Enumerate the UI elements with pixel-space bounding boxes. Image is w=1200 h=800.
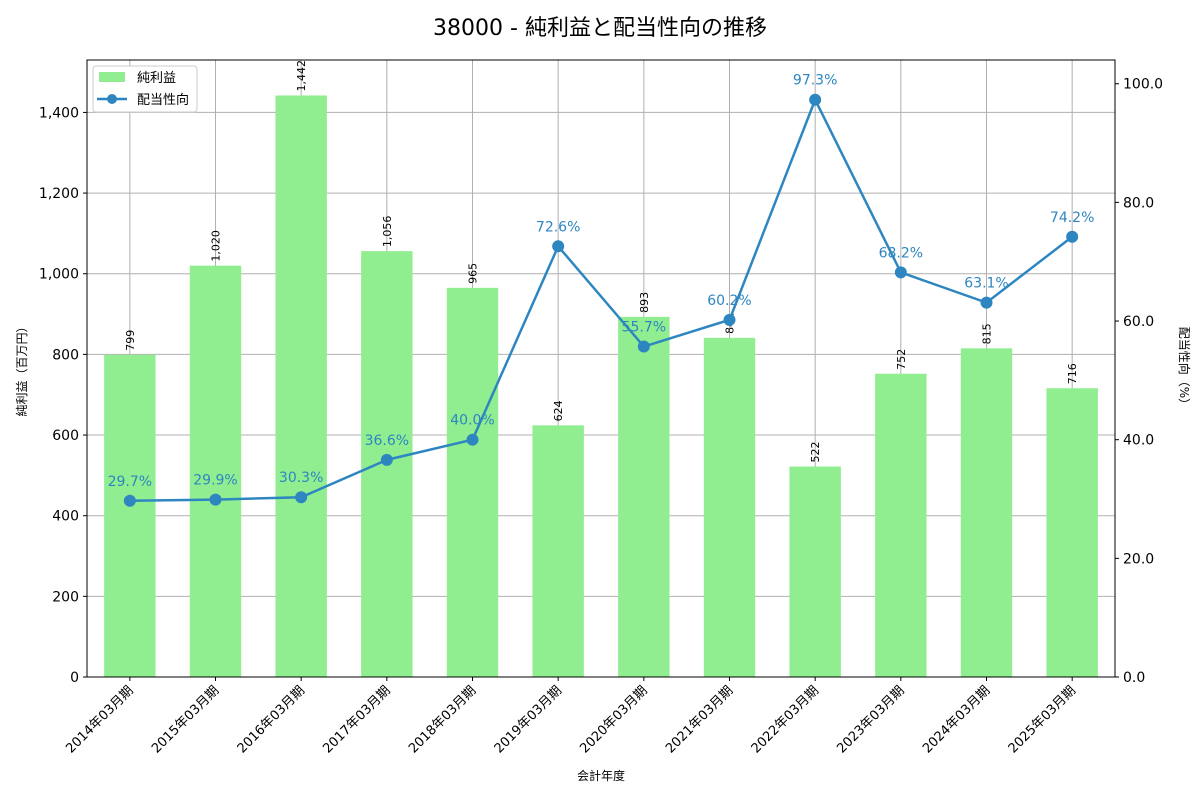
legend-label-net-income: 純利益 (137, 71, 176, 86)
payout-marker (123, 494, 136, 507)
bar-value-label: 1,020 (210, 230, 223, 262)
y-tick-label: 400 (52, 509, 79, 525)
bar-value-label: 815 (981, 323, 994, 344)
bar-value-label: 1,056 (381, 216, 394, 248)
bar (532, 425, 584, 677)
y-tick-label: 800 (52, 347, 79, 363)
bar (275, 95, 327, 678)
payout-value-label: 29.7% (108, 474, 152, 490)
bar (703, 337, 756, 677)
payout-value-label: 40.0% (450, 413, 494, 429)
y-tick-label: 1,000 (39, 267, 79, 283)
y-tick-label: 600 (52, 428, 79, 444)
x-tick-label: 2023年03月期 (834, 683, 907, 756)
payout-marker (380, 453, 393, 466)
bar (618, 316, 670, 677)
bar-value-label: 965 (467, 263, 480, 284)
payout-value-label: 30.3% (279, 470, 323, 486)
chart-title: 38000 - 純利益と配当性向の推移 (433, 16, 767, 41)
payout-marker (809, 93, 822, 106)
payout-marker (637, 340, 650, 353)
y-axis-label: 純利益（百万円） (15, 320, 29, 416)
x-tick-label: 2021年03月期 (663, 683, 736, 756)
y2-tick-label: 0.0 (1123, 670, 1145, 686)
legend-marker (107, 94, 117, 104)
payout-value-label: 63.1% (964, 276, 1008, 292)
x-tick-label: 2020年03月期 (577, 683, 650, 756)
payout-value-label: 60.2% (707, 293, 751, 309)
bar (446, 287, 499, 677)
x-tick-label: 2018年03月期 (406, 683, 479, 756)
y-tick-label: 200 (52, 589, 79, 605)
x-tick-label: 2016年03月期 (235, 683, 308, 756)
payout-line (129, 96, 1073, 503)
payout-marker (209, 493, 222, 506)
x-tick-label: 2022年03月期 (749, 683, 822, 756)
x-tick-label: 2024年03月期 (920, 683, 993, 756)
bar-value-label: 1,442 (295, 60, 308, 92)
payout-value-label: 36.6% (365, 433, 409, 449)
legend-label-payout: 配当性向 (137, 92, 189, 108)
payout-value-label: 72.6% (536, 219, 580, 235)
x-tick-label: 2019年03月期 (492, 683, 565, 756)
payout-marker (552, 240, 565, 253)
y-tick-label: 1,200 (39, 186, 79, 202)
bar-value-label: 893 (638, 292, 651, 313)
x-tick-label: 2025年03月期 (1006, 683, 1079, 756)
y2-tick-label: 60.0 (1123, 314, 1154, 330)
payout-marker (295, 491, 308, 504)
y2-tick-label: 40.0 (1123, 433, 1154, 449)
payout-marker (1066, 230, 1079, 243)
x-tick-label: 2014年03月期 (63, 683, 136, 756)
y-tick-label: 0 (70, 670, 79, 686)
payout-value-label: 97.3% (793, 73, 837, 89)
x-tick-label: 2015年03月期 (149, 683, 222, 756)
payout-value-label: 68.2% (879, 245, 923, 261)
y2-tick-label: 80.0 (1123, 195, 1154, 211)
payout-value-label: 74.2% (1050, 210, 1094, 226)
payout-marker (894, 266, 907, 279)
x-tick-label: 2017年03月期 (320, 683, 393, 756)
y2-axis-label: 配当性向（%） (1177, 327, 1192, 410)
y2-tick-label: 20.0 (1123, 551, 1154, 567)
legend-bar-swatch (99, 72, 125, 82)
bar (189, 265, 242, 677)
bar (1046, 388, 1098, 677)
bar-value-label: 716 (1066, 363, 1079, 384)
payout-value-label: 55.7% (622, 320, 666, 336)
x-axis-label: 会計年度 (577, 768, 625, 783)
bar (960, 348, 1013, 677)
payout-marker (723, 313, 736, 326)
bar-value-label: 799 (124, 330, 137, 351)
bar (875, 373, 927, 677)
payout-marker (980, 296, 993, 309)
plot-frame (86, 59, 1116, 678)
bar (104, 354, 156, 677)
y2-tick-label: 100.0 (1123, 77, 1163, 93)
bar-value-label: 624 (552, 400, 565, 421)
payout-value-label: 29.9% (193, 473, 237, 489)
payout-marker (466, 433, 479, 446)
y-tick-label: 1,400 (39, 105, 79, 121)
bar-value-label: 752 (895, 349, 908, 370)
bar (789, 466, 841, 677)
bar-value-label: 522 (809, 441, 822, 462)
